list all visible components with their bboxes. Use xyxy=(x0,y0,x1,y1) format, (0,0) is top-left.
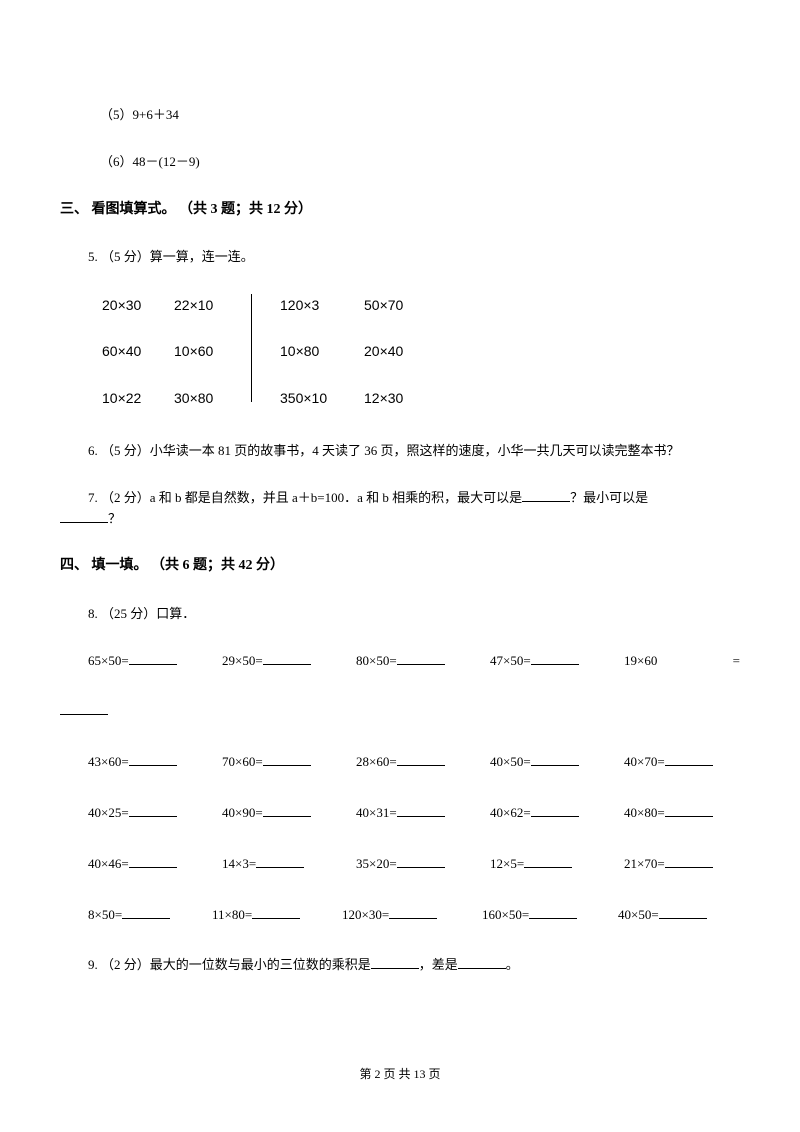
blank-input[interactable] xyxy=(531,652,579,665)
table-cell: 120×3 xyxy=(280,294,364,316)
table-cell: 30×80 xyxy=(174,387,246,409)
table-left-column: 20×30 22×10 60×40 10×60 10×22 30×80 xyxy=(102,294,246,409)
calc-row-5: 8×50= 11×80= 120×30= 160×50= 40×50= xyxy=(88,905,740,926)
q9-text-2: ，差是 xyxy=(419,957,458,972)
blank-input[interactable] xyxy=(659,906,707,919)
blank-input[interactable] xyxy=(129,804,177,817)
blank-input[interactable] xyxy=(263,652,311,665)
blank-input[interactable] xyxy=(129,855,177,868)
table-cell: 10×22 xyxy=(102,387,174,409)
blank-input[interactable] xyxy=(397,804,445,817)
blank-input[interactable] xyxy=(665,804,713,817)
calc-item: 160×50= xyxy=(482,905,618,926)
blank-input[interactable] xyxy=(531,804,579,817)
blank-input[interactable] xyxy=(122,906,170,919)
calc-item: 40×90= xyxy=(222,803,356,824)
calc-item: 80×50= xyxy=(356,651,490,672)
calc-item: 28×60= xyxy=(356,752,490,773)
page-footer: 第 2 页 共 13 页 xyxy=(0,1065,800,1084)
blank-input[interactable] xyxy=(665,855,713,868)
blank-input[interactable] xyxy=(129,753,177,766)
blank-input[interactable] xyxy=(263,753,311,766)
table-separator xyxy=(251,294,252,402)
calc-row-3: 40×25= 40×90= 40×31= 40×62= 40×80= xyxy=(88,803,740,824)
q7-text-3: ？ xyxy=(108,511,121,526)
calc-item: 40×80= xyxy=(624,803,713,824)
table-right-column: 120×3 50×70 10×80 20×40 350×10 12×30 xyxy=(280,294,436,409)
blank-input[interactable] xyxy=(522,489,570,502)
calc-item: 65×50= xyxy=(88,651,222,672)
table-cell: 20×40 xyxy=(364,340,436,362)
table-cell: 60×40 xyxy=(102,340,174,362)
calc-row-1: 65×50= 29×50= 80×50= 47×50= 19×60 = xyxy=(60,651,740,723)
table-cell: 350×10 xyxy=(280,387,364,409)
calc-item: 35×20= xyxy=(356,854,490,875)
blank-input[interactable] xyxy=(458,956,506,969)
blank-input[interactable] xyxy=(60,510,108,523)
q9-text-1: 9. （2 分）最大的一位数与最小的三位数的乘积是 xyxy=(88,957,371,972)
q9-text-3: 。 xyxy=(506,957,519,972)
equation-table: 20×30 22×10 60×40 10×60 10×22 30×80 120×… xyxy=(60,294,740,409)
calc-item: 19×60 xyxy=(624,651,724,672)
table-cell: 22×10 xyxy=(174,294,246,316)
question-5: 5. （5 分）算一算，连一连。 xyxy=(60,247,740,268)
blank-input[interactable] xyxy=(397,753,445,766)
calc-item: 40×50= xyxy=(618,905,707,926)
q7-text-2: ？最小可以是 xyxy=(570,490,648,505)
blank-input[interactable] xyxy=(524,855,572,868)
blank-input[interactable] xyxy=(531,753,579,766)
blank-input[interactable] xyxy=(397,652,445,665)
blank-input[interactable] xyxy=(397,855,445,868)
calc-item: 40×25= xyxy=(88,803,222,824)
problem-item-5: （5）9+6＋34 xyxy=(60,105,740,126)
table-cell: 50×70 xyxy=(364,294,436,316)
blank-input[interactable] xyxy=(529,906,577,919)
calc-item: 8×50= xyxy=(88,905,212,926)
question-9: 9. （2 分）最大的一位数与最小的三位数的乘积是 ，差是 。 xyxy=(60,955,740,976)
calc-item: 40×62= xyxy=(490,803,624,824)
calc-item: 29×50= xyxy=(222,651,356,672)
calc-item: 12×5= xyxy=(490,854,624,875)
blank-input[interactable] xyxy=(129,652,177,665)
q7-text-1: 7. （2 分）a 和 b 都是自然数，并且 a＋b=100．a 和 b 相乘的… xyxy=(88,490,522,505)
calc-item: 14×3= xyxy=(222,854,356,875)
table-cell: 10×80 xyxy=(280,340,364,362)
blank-input[interactable] xyxy=(665,753,713,766)
blank-input[interactable] xyxy=(252,906,300,919)
blank-input[interactable] xyxy=(263,804,311,817)
blank-input[interactable] xyxy=(60,702,108,715)
calc-item: 47×50= xyxy=(490,651,624,672)
calc-row-4: 40×46= 14×3= 35×20= 12×5= 21×70= xyxy=(88,854,740,875)
section-3-header: 三、 看图填算式。 （共 3 题；共 12 分） xyxy=(60,199,740,221)
blank-input[interactable] xyxy=(371,956,419,969)
problem-item-6: （6）48－(12－9) xyxy=(60,152,740,173)
calc-item: 70×60= xyxy=(222,752,356,773)
blank-input[interactable] xyxy=(389,906,437,919)
question-6: 6. （5 分）小华读一本 81 页的故事书，4 天读了 36 页，照这样的速度… xyxy=(60,441,740,462)
calc-item: 43×60= xyxy=(88,752,222,773)
calc-rows-block: 43×60= 70×60= 28×60= 40×50= 40×70= 40×25… xyxy=(60,752,740,925)
table-cell: 12×30 xyxy=(364,387,436,409)
calc-item: 11×80= xyxy=(212,905,342,926)
question-8: 8. （25 分）口算． xyxy=(60,604,740,625)
calc-item: 40×50= xyxy=(490,752,624,773)
calc-item: 40×46= xyxy=(88,854,222,875)
calc-row-2: 43×60= 70×60= 28×60= 40×50= 40×70= xyxy=(88,752,740,773)
calc-tail: = xyxy=(724,651,740,672)
calc-item: 120×30= xyxy=(342,905,482,926)
question-7: 7. （2 分）a 和 b 都是自然数，并且 a＋b=100．a 和 b 相乘的… xyxy=(60,488,740,530)
blank-input[interactable] xyxy=(256,855,304,868)
section-4-header: 四、 填一填。 （共 6 题；共 42 分） xyxy=(60,555,740,577)
calc-item: 40×70= xyxy=(624,752,713,773)
table-cell: 20×30 xyxy=(102,294,174,316)
table-cell: 10×60 xyxy=(174,340,246,362)
calc-item: 21×70= xyxy=(624,854,713,875)
calc-item: 40×31= xyxy=(356,803,490,824)
